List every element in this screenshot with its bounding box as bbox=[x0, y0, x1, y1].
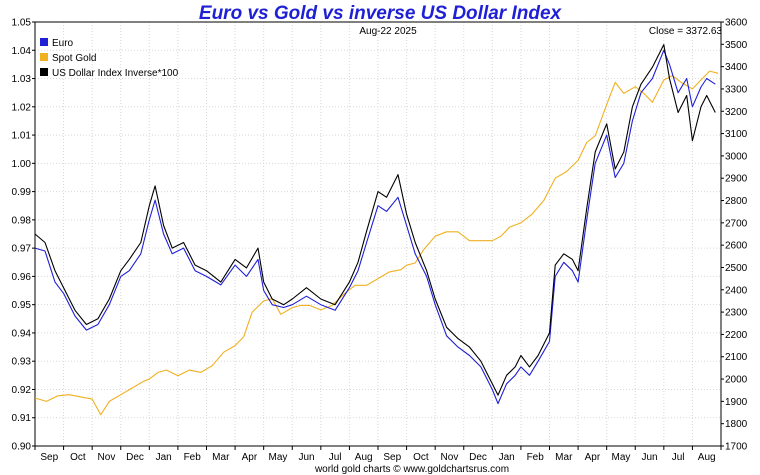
x-tick-label: Nov bbox=[98, 452, 116, 463]
x-tick-label: Sep bbox=[40, 452, 58, 463]
x-tick-label: Jul bbox=[329, 452, 342, 463]
left-tick-label: 0.93 bbox=[12, 357, 32, 368]
left-tick-label: 1.02 bbox=[12, 102, 32, 113]
left-axis: 0.90 0.91 0.92 0.93 0.94 0.95 0.96 0.97 0.98 0.99… bbox=[12, 18, 35, 453]
right-tick-label: 1800 bbox=[725, 419, 748, 430]
x-tick-label: Sep bbox=[383, 452, 401, 463]
x-tick-label: Oct bbox=[413, 452, 429, 463]
right-tick-label: 2300 bbox=[725, 308, 748, 319]
left-tick-label: 0.96 bbox=[12, 272, 32, 283]
date-label: Aug-22 2025 bbox=[359, 26, 417, 37]
x-tick-label: Feb bbox=[527, 452, 545, 463]
legend: Euro Spot Gold US Dollar Index Inverse*1… bbox=[40, 38, 179, 79]
x-tick-label: Dec bbox=[126, 452, 144, 463]
right-tick-label: 2500 bbox=[725, 263, 748, 274]
right-tick-label: 2100 bbox=[725, 352, 748, 363]
legend-label-usd-inverse: US Dollar Index Inverse*100 bbox=[52, 68, 179, 79]
left-tick-label: 1.04 bbox=[12, 46, 32, 57]
series-line-usd-inverse bbox=[34, 44, 716, 396]
x-tick-label: Jan bbox=[156, 452, 172, 463]
close-label: Close = 3372.63 bbox=[649, 26, 723, 37]
x-tick-label: Mar bbox=[212, 452, 230, 463]
right-tick-label: 3500 bbox=[725, 40, 748, 51]
right-tick-label: 3400 bbox=[725, 62, 748, 73]
legend-label-spot-gold: Spot Gold bbox=[52, 53, 96, 64]
x-tick-label: Dec bbox=[469, 452, 487, 463]
right-tick-label: 2400 bbox=[725, 285, 748, 296]
left-tick-label: 0.95 bbox=[12, 300, 32, 311]
left-tick-label: 1.00 bbox=[12, 159, 32, 170]
x-tick-label: Feb bbox=[184, 452, 202, 463]
x-tick-label: May bbox=[269, 452, 288, 463]
right-tick-label: 2000 bbox=[725, 375, 748, 386]
x-axis: Sep Oct Nov Dec Jan Feb Mar Apr May Jun Jul Aug Sep O… bbox=[34, 446, 722, 463]
right-tick-label: 3200 bbox=[725, 107, 748, 118]
left-tick-label: 0.92 bbox=[12, 385, 32, 396]
x-tick-label: Oct bbox=[70, 452, 86, 463]
right-tick-label: 2600 bbox=[725, 241, 748, 252]
right-tick-label: 3300 bbox=[725, 84, 748, 95]
right-tick-label: 3600 bbox=[725, 18, 748, 29]
footer-credit: world gold charts © www.goldchartsrus.co… bbox=[314, 464, 509, 475]
series-layer bbox=[34, 44, 719, 416]
legend-label-euro: Euro bbox=[52, 38, 74, 49]
right-axis: 1700 1800 1900 2000 2100 2200 2300 2400 2500 2600… bbox=[721, 18, 748, 453]
right-tick-label: 1900 bbox=[725, 397, 748, 408]
chart-title: Euro vs Gold vs inverse US Dollar Index bbox=[199, 3, 563, 24]
x-tick-label: Nov bbox=[441, 452, 459, 463]
legend-swatch-euro bbox=[40, 38, 48, 46]
x-tick-label: Jan bbox=[499, 452, 515, 463]
x-tick-label: May bbox=[612, 452, 631, 463]
left-tick-label: 0.99 bbox=[12, 187, 32, 198]
legend-swatch-spot-gold bbox=[40, 53, 48, 61]
right-tick-label: 1700 bbox=[725, 442, 748, 453]
left-tick-label: 0.94 bbox=[12, 328, 32, 339]
left-tick-label: 0.91 bbox=[12, 413, 32, 424]
legend-swatch-usd-inverse bbox=[40, 68, 48, 76]
right-tick-label: 2200 bbox=[725, 330, 748, 341]
x-tick-label: Jun bbox=[641, 452, 657, 463]
left-tick-label: 0.90 bbox=[12, 442, 32, 453]
right-tick-label: 2800 bbox=[725, 196, 748, 207]
right-tick-label: 2900 bbox=[725, 174, 748, 185]
x-tick-label: Jun bbox=[298, 452, 314, 463]
left-tick-label: 0.98 bbox=[12, 215, 32, 226]
right-tick-label: 3000 bbox=[725, 151, 748, 162]
x-tick-label: Jul bbox=[672, 452, 685, 463]
series-line-euro bbox=[34, 49, 716, 405]
right-tick-label: 2700 bbox=[725, 218, 748, 229]
left-tick-label: 1.01 bbox=[12, 131, 32, 142]
x-tick-label: Aug bbox=[355, 452, 373, 463]
right-tick-label: 3100 bbox=[725, 129, 748, 140]
x-tick-label: Mar bbox=[555, 452, 573, 463]
left-tick-label: 1.05 bbox=[12, 18, 32, 29]
grid-lines bbox=[35, 22, 721, 446]
series-line-spot-gold bbox=[34, 70, 719, 416]
x-tick-label: Apr bbox=[585, 452, 601, 463]
x-tick-label: Aug bbox=[698, 452, 716, 463]
x-tick-label: Apr bbox=[242, 452, 258, 463]
left-tick-label: 0.97 bbox=[12, 244, 32, 255]
left-tick-label: 1.03 bbox=[12, 74, 32, 85]
